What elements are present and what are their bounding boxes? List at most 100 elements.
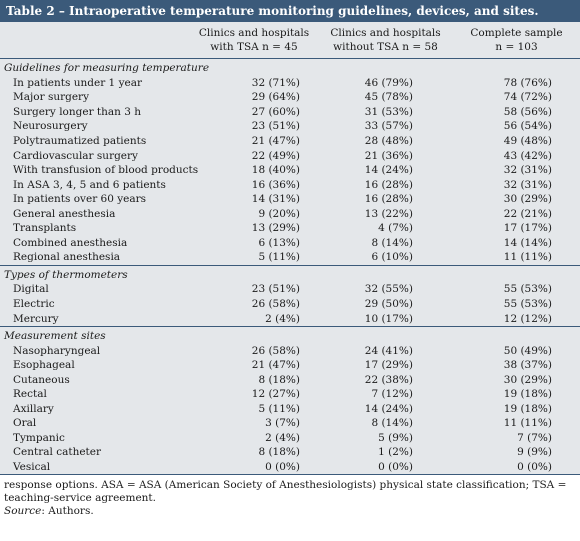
- table-cell: 13 (22%): [364, 207, 413, 220]
- table-cell: 17 (17%): [503, 222, 552, 235]
- table-row: General anesthesia 9 (20%) 13 (22%) 22 (21%…: [0, 206, 580, 221]
- table-cell: 74 (72%): [503, 91, 552, 104]
- table-cell: 58 (56%): [503, 105, 552, 118]
- table-cell: 21 (36%): [364, 149, 413, 162]
- table-cell: 16 (36%): [251, 178, 300, 191]
- row-label: Rectal: [13, 388, 47, 401]
- row-label: Tympanic: [13, 431, 65, 444]
- table-panel: Clinics and hospitals with TSA n = 45 Cli…: [0, 22, 580, 476]
- table-cell: 11 (11%): [503, 251, 552, 264]
- table-row: Rectal 12 (27%) 7 (12%) 19 (18%): [0, 387, 580, 402]
- source-text: : Authors.: [41, 505, 94, 518]
- table-cell: 0 (0%): [318, 459, 453, 476]
- column-header: Complete sample n = 103: [453, 22, 580, 59]
- table-cell: 5 (11%): [258, 402, 300, 415]
- row-label: In patients over 60 years: [13, 193, 147, 206]
- table-row: Electric 26 (58%) 29 (50%) 55 (53%): [0, 297, 580, 312]
- table-title: Table 2 – Intraoperative temperature mon…: [0, 0, 580, 22]
- table-cell: 18 (40%): [251, 164, 300, 177]
- section-header-row: Measurement sites: [0, 325, 580, 344]
- table-row: Mercury 2 (4%) 10 (17%) 12 (12%): [0, 311, 580, 326]
- table-row: Polytraumatized patients 21 (47%) 28 (48%)…: [0, 134, 580, 149]
- table-cell: 23 (51%): [251, 120, 300, 133]
- column-header-line1: Clinics and hospitals: [198, 27, 310, 39]
- table-row: Oral 3 (7%) 8 (14%) 11 (11%): [0, 416, 580, 431]
- table-row: In patients under 1 year 32 (71%) 46 (79%)…: [0, 76, 580, 91]
- row-label: Esophageal: [13, 359, 75, 372]
- table-cell: 30 (29%): [503, 373, 552, 386]
- section-header-row: Types of thermometers: [0, 264, 580, 283]
- table-cell: 32 (71%): [251, 76, 300, 89]
- table-cell: 2 (4%): [265, 431, 300, 444]
- row-label: Mercury: [13, 312, 59, 325]
- table-cell: 32 (31%): [503, 164, 552, 177]
- table-cell: 29 (64%): [251, 91, 300, 104]
- table-cell: 29 (50%): [364, 298, 413, 311]
- table-row: Digital 23 (51%) 32 (55%) 55 (53%): [0, 282, 580, 297]
- table-row: Tympanic 2 (4%) 5 (9%) 7 (7%): [0, 431, 580, 446]
- table-cell: 32 (31%): [503, 178, 552, 191]
- row-label: Nasopharyngeal: [13, 344, 101, 357]
- table-cell: 50 (49%): [503, 344, 552, 357]
- footnote: response options. ASA = ASA (American So…: [4, 479, 567, 505]
- column-header-line2: n = 103: [495, 41, 538, 53]
- row-label: Digital: [13, 283, 49, 296]
- table-cell: 7 (12%): [371, 388, 413, 401]
- table-cell: 5 (9%): [378, 431, 413, 444]
- row-label: In ASA 3, 4, 5 and 6 patients: [13, 178, 166, 191]
- table-cell: 13 (29%): [251, 222, 300, 235]
- table-row: With transfusion of blood products 18 (40…: [0, 163, 580, 178]
- row-label: Central catheter: [13, 446, 101, 459]
- row-label: General anesthesia: [13, 207, 116, 220]
- table-cell: 55 (53%): [503, 283, 552, 296]
- table-row: In ASA 3, 4, 5 and 6 patients 16 (36%) 16 …: [0, 177, 580, 192]
- data-table: Clinics and hospitals with TSA n = 45 Cli…: [0, 22, 580, 476]
- table-row: Combined anesthesia 6 (13%) 8 (14%) 14 (14%…: [0, 236, 580, 251]
- table-figure: Table 2 – Intraoperative temperature mon…: [0, 0, 580, 518]
- row-label: Electric: [13, 298, 55, 311]
- row-label: In patients under 1 year: [13, 76, 142, 89]
- header-blank: [0, 22, 190, 59]
- table-cell: 16 (28%): [364, 193, 413, 206]
- table-cell: 19 (18%): [503, 402, 552, 415]
- row-label: Combined anesthesia: [13, 236, 128, 249]
- table-cell: 8 (14%): [371, 417, 413, 430]
- table-cell: 56 (54%): [503, 120, 552, 133]
- table-cell: 0 (0%): [190, 459, 318, 476]
- table-cell: 8 (14%): [371, 236, 413, 249]
- table-row: Cardiovascular surgery 22 (49%) 21 (36%) 43…: [0, 148, 580, 163]
- table-row: Neurosurgery 23 (51%) 33 (57%) 56 (54%): [0, 119, 580, 134]
- table-cell: 32 (55%): [364, 283, 413, 296]
- table-cell: 21 (47%): [251, 135, 300, 147]
- table-cell: 22 (21%): [503, 207, 552, 220]
- table-cell: 19 (18%): [503, 388, 552, 401]
- section-title: Measurement sites: [0, 325, 580, 344]
- column-header-line2: with TSA n = 45: [210, 41, 298, 53]
- table-cell: 21 (47%): [251, 359, 300, 372]
- table-cell: 49 (48%): [503, 135, 552, 147]
- table-cell: 33 (57%): [364, 120, 413, 133]
- header-row: Clinics and hospitals with TSA n = 45 Cli…: [0, 22, 580, 59]
- table-cell: 12 (27%): [251, 388, 300, 401]
- table-cell: 1 (2%): [378, 446, 413, 459]
- table-cell: 4 (7%): [378, 222, 413, 235]
- table-cell: 16 (28%): [364, 178, 413, 191]
- column-header-line1: Clinics and hospitals: [330, 27, 441, 39]
- table-row: In patients over 60 years 14 (31%) 16 (28%…: [0, 192, 580, 207]
- row-label: With transfusion of blood products: [13, 164, 199, 177]
- row-label: Polytraumatized patients: [13, 135, 147, 147]
- table-cell: 43 (42%): [503, 149, 552, 162]
- table-cell: 14 (14%): [503, 236, 552, 249]
- row-label: Vesical: [0, 459, 190, 476]
- table-cell: 45 (78%): [364, 91, 413, 104]
- row-label: Regional anesthesia: [13, 251, 121, 264]
- table-cell: 5 (11%): [258, 251, 300, 264]
- table-cell: 8 (18%): [258, 373, 300, 386]
- row-label: Neurosurgery: [13, 120, 88, 133]
- row-label: Cutaneous: [13, 373, 70, 386]
- table-cell: 28 (48%): [364, 135, 413, 147]
- table-cell: 22 (38%): [364, 373, 413, 386]
- column-header: Clinics and hospitals without TSA n = 58: [318, 22, 453, 59]
- table-cell: 2 (4%): [265, 312, 300, 325]
- table-cell: 38 (37%): [503, 359, 552, 372]
